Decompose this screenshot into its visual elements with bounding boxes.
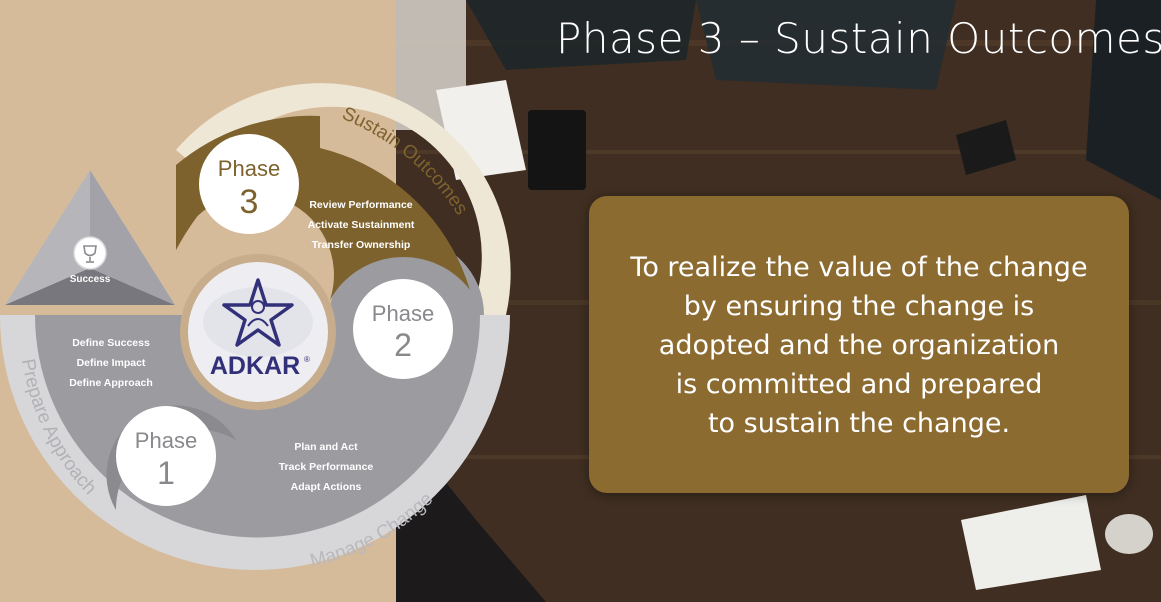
trophy-icon xyxy=(73,236,107,270)
phase-1-title: Phase xyxy=(135,428,197,453)
phase-1-number: 1 xyxy=(157,455,175,491)
success-label: Success xyxy=(70,274,111,285)
star-person-icon xyxy=(222,278,294,347)
phase-2-badge: Phase 2 xyxy=(353,279,453,379)
adkar-center-logo: ADKAR ® xyxy=(180,254,336,410)
phase-3-action-transfer: Transfer Ownership xyxy=(312,239,411,251)
phase-3-action-activate: Activate Sustainment xyxy=(308,219,415,231)
slide-title: Phase 3 – Sustain Outcomes xyxy=(556,14,1161,63)
phase-1-badge: Phase 1 xyxy=(116,406,216,506)
phase-3-badge: Phase 3 xyxy=(199,134,299,234)
callout-text: To realize the value of the change by en… xyxy=(630,252,1088,439)
phase-1-action-success: Define Success xyxy=(72,337,150,349)
phase-2-title: Phase xyxy=(372,301,434,326)
phase-3-action-review: Review Performance xyxy=(309,199,412,211)
phase-3-title: Phase xyxy=(218,156,280,181)
adkar-process-diagram: Success Phase 3 Phase 2 Phase 1 xyxy=(0,83,511,572)
adkar-wordmark: ADKAR xyxy=(210,352,300,380)
phase-3-number: 3 xyxy=(240,183,259,221)
phase-2-action-track: Track Performance xyxy=(279,461,374,473)
adkar-registered-mark: ® xyxy=(304,355,310,364)
phase-1-action-approach: Define Approach xyxy=(69,377,153,389)
callout-box: To realize the value of the change by en… xyxy=(589,196,1129,493)
phase-2-action-plan: Plan and Act xyxy=(294,441,358,453)
phase-2-action-adapt: Adapt Actions xyxy=(291,481,362,493)
phase-1-action-impact: Define Impact xyxy=(77,357,146,369)
phase-2-number: 2 xyxy=(394,327,412,363)
